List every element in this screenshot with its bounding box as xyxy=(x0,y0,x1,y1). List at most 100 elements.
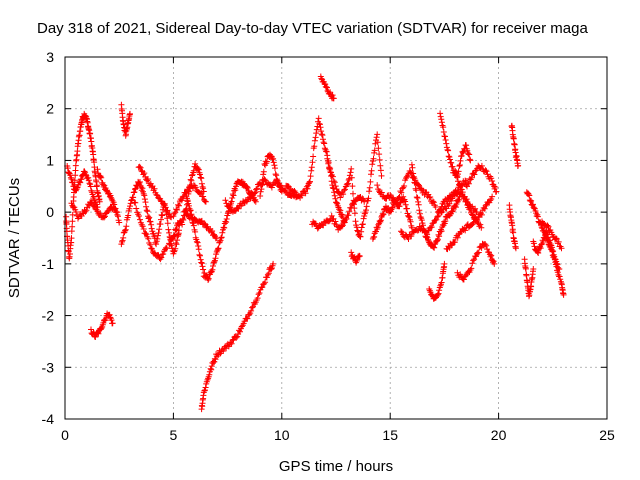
data-point xyxy=(324,155,331,162)
y-tick-label: 0 xyxy=(46,204,54,220)
data-point xyxy=(154,235,161,242)
data-point xyxy=(320,139,327,146)
data-point xyxy=(151,185,158,192)
data-point xyxy=(349,183,356,190)
x-tick-label: 25 xyxy=(599,427,615,443)
data-point xyxy=(212,356,219,363)
data-point xyxy=(331,179,338,186)
data-point xyxy=(308,164,315,171)
data-point xyxy=(367,178,374,185)
data-point xyxy=(268,265,275,272)
data-point xyxy=(197,171,203,178)
data-point xyxy=(545,223,552,230)
data-point xyxy=(491,260,498,267)
data-point xyxy=(348,165,355,172)
data-point xyxy=(343,181,350,188)
data-point xyxy=(435,290,442,297)
data-point xyxy=(137,164,144,171)
data-point xyxy=(436,233,443,240)
data-point xyxy=(263,158,270,165)
data-point xyxy=(326,217,333,224)
y-tick-labels: -4 -3 -2 -1 0 1 2 3 xyxy=(42,49,55,427)
data-point xyxy=(314,225,321,232)
data-point xyxy=(352,218,359,225)
data-point xyxy=(127,110,133,117)
data-point xyxy=(269,156,276,163)
data-point xyxy=(466,151,473,158)
data-point xyxy=(197,256,204,263)
data-point xyxy=(272,171,279,178)
y-tick-label: -3 xyxy=(42,359,55,375)
data-point xyxy=(142,199,149,206)
data-point xyxy=(348,174,355,181)
data-point xyxy=(377,217,384,224)
data-point xyxy=(325,160,332,167)
data-point xyxy=(175,201,181,208)
data-point xyxy=(211,258,218,265)
data-point xyxy=(402,201,409,208)
data-point xyxy=(329,173,336,180)
data-point xyxy=(337,207,344,214)
data-point xyxy=(434,237,441,244)
data-point xyxy=(332,218,339,225)
data-point xyxy=(67,174,74,181)
data-point xyxy=(318,75,325,82)
data-point xyxy=(437,113,444,120)
data-point xyxy=(125,212,132,219)
data-point xyxy=(244,315,251,322)
data-point xyxy=(184,210,190,217)
data-point xyxy=(164,207,171,214)
data-point xyxy=(456,181,462,188)
data-point xyxy=(403,205,410,212)
data-point xyxy=(70,183,77,190)
data-point xyxy=(478,244,485,251)
data-point xyxy=(148,221,155,228)
data-points xyxy=(63,73,567,413)
data-point xyxy=(206,371,213,378)
data-point xyxy=(373,134,380,141)
data-point xyxy=(400,197,407,204)
data-point xyxy=(197,174,204,181)
data-point xyxy=(338,223,345,230)
data-point xyxy=(311,143,318,150)
data-point xyxy=(195,243,202,249)
data-point xyxy=(438,119,445,126)
data-point xyxy=(144,208,151,215)
data-point xyxy=(454,234,461,241)
data-point xyxy=(74,184,81,191)
data-point xyxy=(489,193,496,200)
x-tick-label: 15 xyxy=(382,427,398,443)
data-point xyxy=(171,248,177,255)
data-point xyxy=(473,253,479,260)
data-point xyxy=(130,194,137,201)
data-point xyxy=(369,161,376,168)
data-point xyxy=(188,177,195,184)
data-point xyxy=(98,174,105,181)
data-point xyxy=(233,334,240,341)
data-point xyxy=(211,358,218,365)
data-point xyxy=(172,245,179,252)
data-point xyxy=(77,179,84,186)
data-point xyxy=(558,245,565,252)
data-point xyxy=(560,291,567,298)
data-point xyxy=(350,190,356,197)
data-point xyxy=(449,208,456,215)
y-tick-label: -2 xyxy=(42,308,55,324)
data-point xyxy=(552,235,559,242)
data-point xyxy=(149,245,155,252)
data-point xyxy=(471,171,478,178)
data-point xyxy=(172,240,179,246)
data-point xyxy=(136,213,142,219)
data-point xyxy=(456,163,463,169)
data-point xyxy=(133,205,140,212)
data-point xyxy=(482,167,489,174)
data-point xyxy=(137,216,143,223)
data-point xyxy=(148,225,155,232)
data-point xyxy=(141,170,148,177)
data-point xyxy=(257,193,264,199)
data-point xyxy=(481,205,488,212)
data-point xyxy=(525,191,532,198)
data-point xyxy=(208,366,215,373)
data-point xyxy=(171,232,178,239)
